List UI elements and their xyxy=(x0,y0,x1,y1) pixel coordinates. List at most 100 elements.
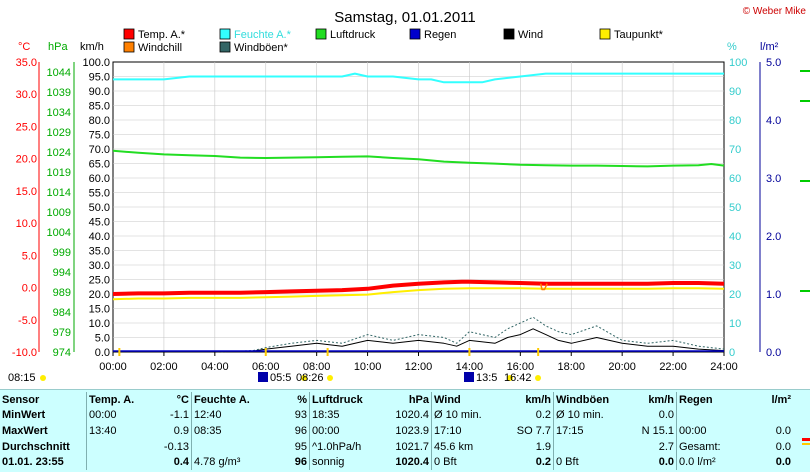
wind-tick-label: 35.0 xyxy=(89,246,110,258)
wind-tick-label: 75.0 xyxy=(89,130,110,142)
moon-icon xyxy=(464,372,474,382)
series-line-humidity xyxy=(113,72,724,84)
header-gust-unit: km/h xyxy=(648,393,674,406)
wind-value: 0.2 xyxy=(535,456,551,469)
pressure-tick-label: 1004 xyxy=(47,227,71,239)
time-marker-label: 08:26 xyxy=(296,372,324,384)
header-pressure-unit: hPa xyxy=(408,393,429,406)
temp-tick-label: -5.0 xyxy=(18,315,37,327)
x-tick-label: 14:00 xyxy=(456,361,484,373)
wind-tick-label: 85.0 xyxy=(89,101,110,113)
time-marker-label: 05:5 xyxy=(270,372,291,384)
x-tick-label: 04:00 xyxy=(201,361,229,373)
x-tick-label: 20:00 xyxy=(608,361,636,373)
gust-value: 0.0 xyxy=(658,456,674,469)
kmh-unit: km/h xyxy=(80,41,104,53)
humidity-tick-label: 70 xyxy=(729,144,741,156)
weather-chart: Samstag, 01.01.2011 © Weber Mike Temp. A… xyxy=(8,6,810,384)
rain-value: 0.0 xyxy=(775,456,791,469)
series-line-pressure xyxy=(112,149,725,168)
humidity-tick-label: 90 xyxy=(729,86,741,98)
pressure-tick-label: 979 xyxy=(53,327,71,339)
gust-direction: N 15.1 xyxy=(641,424,674,437)
pct-unit: % xyxy=(727,41,737,53)
pressure-time: 00:00 xyxy=(309,423,382,439)
temp-tick-label: 25.0 xyxy=(16,121,37,133)
x-tick-label: 24:00 xyxy=(710,361,738,373)
temp-time xyxy=(86,438,147,455)
header-rain-unit: l/m² xyxy=(771,393,791,406)
humidity-tick-label: 0 xyxy=(729,347,735,359)
pressure-tick-label: 1044 xyxy=(47,67,71,79)
x-tick-label: 16:00 xyxy=(507,361,535,373)
legend-label-wind: Wind xyxy=(518,29,543,41)
series-line-windchill xyxy=(539,283,548,291)
time-marker-label: 08:15 xyxy=(8,372,36,384)
legend-label-windchill: Windchill xyxy=(138,42,182,54)
right-edge-mark xyxy=(800,100,810,102)
temp-tick-label: 35.0 xyxy=(16,57,37,69)
pressure-tick-label: 974 xyxy=(53,347,71,359)
hpa-unit: hPa xyxy=(48,41,68,53)
wind-tick-label: 95.0 xyxy=(89,72,110,84)
header-pressure: Luftdruck xyxy=(309,392,382,408)
sun-icon xyxy=(40,375,46,381)
legend-swatch-temp xyxy=(123,28,135,40)
humidity-tick-label: 10 xyxy=(729,318,741,330)
x-tick-label: 06:00 xyxy=(252,361,280,373)
legend-swatch-gust xyxy=(219,41,231,53)
humidity-time: 08:35 xyxy=(191,423,260,439)
wind-tick-label: 20.0 xyxy=(89,289,110,301)
wind-info: Ø 10 min. xyxy=(431,407,494,424)
side-marks xyxy=(800,70,810,292)
pressure-tick-label: 1039 xyxy=(47,87,71,99)
rain-tick-label: 5.0 xyxy=(766,57,781,69)
summary-table: Sensor Temp. A. °C Feuchte A. % Luftdruc… xyxy=(0,392,793,470)
wind-tick-label: 45.0 xyxy=(89,217,110,229)
rain-tick-label: 3.0 xyxy=(766,173,781,185)
humidity-time xyxy=(191,438,260,455)
row-label: Durchschnitt xyxy=(2,440,70,453)
humidity-value: 96 xyxy=(294,424,307,437)
wind-info: 17:10 xyxy=(431,423,494,439)
rain-tick-label: 0.0 xyxy=(766,347,781,359)
rain-info: 00:00 xyxy=(676,423,749,439)
series-line-wind xyxy=(113,328,725,353)
legend-swatch-pressure xyxy=(315,28,327,40)
rain-tick-label: 2.0 xyxy=(766,231,781,243)
rain-value: 0.0 xyxy=(775,440,791,453)
humidity-tick-label: 60 xyxy=(729,173,741,185)
x-tick-label: 10:00 xyxy=(354,361,382,373)
wind-tick-label: 100.0 xyxy=(82,57,110,69)
header-sensor: Sensor xyxy=(2,393,40,406)
sun-icon xyxy=(535,375,541,381)
row-label: MinWert xyxy=(2,409,46,422)
gust-value: 0.0 xyxy=(658,409,674,422)
legend-label-gust: Windböen* xyxy=(234,42,289,54)
pressure-tick-label: 1014 xyxy=(47,187,71,199)
temp-tick-label: 10.0 xyxy=(16,218,37,230)
legend-swatch-wind xyxy=(503,28,515,40)
gust-info xyxy=(553,438,628,455)
temp-value: -1.1 xyxy=(170,409,189,422)
rain-tick-label: 1.0 xyxy=(766,289,781,301)
pressure-tick-label: 989 xyxy=(53,287,71,299)
wind-value: 1.9 xyxy=(535,440,551,453)
legend-swatch-windchill xyxy=(123,41,135,53)
rain-tick-label: 4.0 xyxy=(766,115,781,127)
legend-label-humidity: Feuchte A.* xyxy=(234,29,292,41)
series-line-dewpoint xyxy=(112,287,725,301)
panel-mark xyxy=(802,438,810,441)
temp-tick-label: 0.0 xyxy=(22,283,37,295)
pressure-value: 1020.4 xyxy=(395,456,429,469)
pressure-tick-label: 1024 xyxy=(47,147,71,159)
humidity-value: 96 xyxy=(294,456,307,469)
wind-tick-label: 80.0 xyxy=(89,115,110,127)
right-edge-mark xyxy=(800,290,810,292)
temp-tick-label: 5.0 xyxy=(22,250,37,262)
temp-value: 0.4 xyxy=(173,456,189,469)
summary-header: Sensor Temp. A. °C Feuchte A. % Luftdruc… xyxy=(0,392,793,408)
wind-tick-label: 50.0 xyxy=(89,202,110,214)
row-label: 01.01. 23:55 xyxy=(2,456,64,469)
legend-swatch-dewpoint xyxy=(599,28,611,40)
